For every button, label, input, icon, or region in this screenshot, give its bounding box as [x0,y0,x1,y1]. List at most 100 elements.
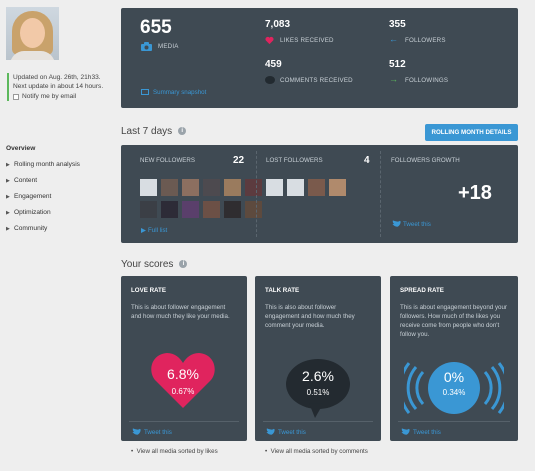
view-by-likes-link[interactable]: • View all media sorted by likes [131,448,218,455]
divider [398,421,510,422]
spread-rate-sub: 0.34% [442,388,466,397]
chevron-right-icon: ▶ [6,162,10,168]
chevron-right-icon: ▶ [6,210,10,216]
sidebar-item-community[interactable]: ▶ Community [6,221,110,237]
twitter-icon [392,220,401,227]
follower-avatar[interactable] [245,201,262,218]
talk-rate-sub: 0.51% [306,388,330,397]
view-by-comments-link[interactable]: • View all media sorted by comments [265,448,368,455]
broadcast-icon [404,362,504,414]
sidebar-item-engagement[interactable]: ▶ Engagement [6,189,110,205]
follower-avatar[interactable] [203,179,220,196]
sidebar-item-content[interactable]: ▶ Content [6,173,110,189]
info-icon[interactable]: i [178,127,187,136]
new-followers-label: NEW FOLLOWERS [140,157,196,164]
follower-avatar[interactable] [182,179,199,196]
love-rate-tweet[interactable]: Tweet this [132,428,172,436]
growth-value: +18 [458,182,492,204]
lost-followers-label: LOST FOLLOWERS [266,157,323,164]
divider [380,151,381,237]
sidebar-item-rolling-month[interactable]: ▶ Rolling month analysis [6,157,110,173]
spread-rate-tweet[interactable]: Tweet this [401,428,441,436]
list-icon [141,228,146,233]
spread-rate-card: SPREAD RATE This is about engagement bey… [390,276,518,441]
left-column: Updated on Aug. 26th, 21h33. Next update… [0,0,112,471]
talk-rate-title: TALK RATE [265,287,300,294]
talk-rate-tweet[interactable]: Tweet this [266,428,306,436]
next-update-text: Next update in about 14 hours. [13,83,104,90]
follower-avatar[interactable] [308,179,325,196]
update-info: Updated on Aug. 26th, 21h33. Next update… [7,73,107,101]
talk-rate-card: TALK RATE This is also about follower en… [255,276,381,441]
media-count: 655 [140,17,172,38]
follower-avatar[interactable] [161,201,178,218]
updated-text: Updated on Aug. 26th, 21h33. [13,74,101,81]
follower-avatar[interactable] [329,179,346,196]
follower-avatar[interactable] [266,179,283,196]
comments-label: COMMENTS RECEIVED [280,77,353,84]
summary-snapshot-link[interactable]: Summary snapshot [153,89,207,96]
twitter-icon [266,428,275,435]
last7-panel: NEW FOLLOWERS 22 Full list LOST FOLLOWER… [121,145,518,243]
follower-avatar[interactable] [245,179,262,196]
sidebar-nav: Overview ▶ Rolling month analysis ▶ Conten… [6,141,110,237]
comments-count: 459 [265,59,282,70]
twitter-icon [132,428,141,435]
love-rate-title: LOVE RATE [131,287,166,294]
divider [129,421,239,422]
love-rate-value: 6.8% [167,366,199,382]
full-list-link[interactable]: Full list [148,227,168,234]
follower-avatar[interactable] [224,201,241,218]
follower-avatar[interactable] [182,201,199,218]
follower-avatar[interactable] [140,201,157,218]
notify-checkbox[interactable] [13,93,19,100]
twitter-icon [401,428,410,435]
comment-icon [265,76,275,84]
arrow-left-icon: ← [389,34,398,44]
spread-rate-desc: This is about engagement beyond your fol… [400,304,507,338]
love-rate-sub: 0.67% [171,387,195,396]
follower-avatar[interactable] [224,179,241,196]
divider [256,151,257,237]
growth-label: FOLLOWERS GROWTH [391,157,460,164]
snapshot-icon [141,89,149,95]
likes-count: 7,083 [265,19,291,30]
sidebar-item-optimization[interactable]: ▶ Optimization [6,205,110,221]
heart-icon [265,36,274,45]
followers-count: 355 [389,19,406,30]
sidebar-item-overview[interactable]: Overview [6,145,36,152]
speech-bubble-icon [286,359,350,418]
info-icon[interactable]: i [179,260,188,269]
follower-avatar[interactable] [287,179,304,196]
avatar[interactable] [6,7,59,60]
chevron-right-icon: ▶ [6,226,10,232]
talk-rate-value: 2.6% [302,368,334,384]
talk-rate-desc: This is also about follower engagement a… [265,304,355,329]
chevron-right-icon: ▶ [6,194,10,200]
lost-followers-count: 4 [364,155,370,166]
media-label: MEDIA [158,43,179,50]
love-rate-card: LOVE RATE This is about follower engagem… [121,276,247,441]
summary-panel: 655 MEDIA 7,083 LIKES RECEIVED 355 ← FOL… [121,8,518,108]
followers-label: FOLLOWERS [405,37,446,44]
spread-rate-value: 0% [443,369,465,385]
rolling-month-button[interactable]: ROLLING MONTH DETAILS [425,124,518,141]
new-followers-count: 22 [233,155,245,166]
notify-checkbox-row[interactable]: Notify me by email [13,92,107,101]
divider [263,421,373,422]
notify-label: Notify me by email [22,93,77,100]
spread-rate-title: SPREAD RATE [400,287,444,294]
last7-title: Last 7 days i [121,126,187,137]
follower-avatar[interactable] [161,179,178,196]
tweet-growth-link[interactable]: Tweet this [403,221,431,228]
follower-avatar[interactable] [203,201,220,218]
love-rate-desc: This is about follower engagement and ho… [131,304,230,320]
camera-icon [141,42,152,51]
follower-avatar[interactable] [140,179,157,196]
followings-label: FOLLOWINGS [405,77,449,84]
scores-title: Your scores i [121,259,188,270]
followings-count: 512 [389,59,406,70]
heart-icon [151,353,215,408]
arrow-right-icon: → [389,74,398,84]
chevron-right-icon: ▶ [6,178,10,184]
